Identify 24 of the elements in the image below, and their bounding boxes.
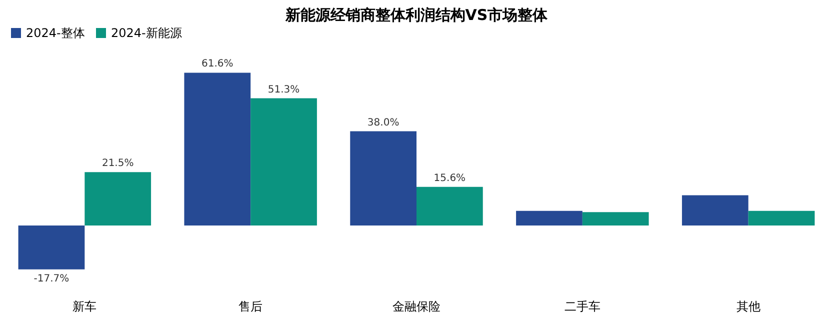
x-tick-label: 售后 [238,300,263,314]
bar [416,186,483,226]
bar [184,72,251,226]
bar [350,131,416,226]
legend-label: 2024-新能源 [111,26,182,40]
data-label: 15.6% [434,172,466,184]
x-tick-label: 新车 [72,300,97,314]
bar [748,210,815,226]
data-label: 21.5% [102,158,134,170]
data-label: -17.7% [34,273,70,284]
bar [682,195,748,226]
data-label: 61.6% [202,58,234,70]
x-tick-label: 二手车 [564,300,600,314]
bar [18,226,85,270]
legend-label: 2024-整体 [26,26,85,40]
bar [84,172,152,226]
data-label: 38.0% [367,117,400,128]
chart-title: 新能源经销商整体利润结构VS市场整体 [284,6,549,24]
x-tick-label: 金融保险 [392,300,440,314]
bar [516,210,582,226]
x-tick-label: 其他 [736,300,760,314]
bar [250,98,317,226]
data-label: 51.3% [268,84,300,96]
bar [582,212,649,226]
